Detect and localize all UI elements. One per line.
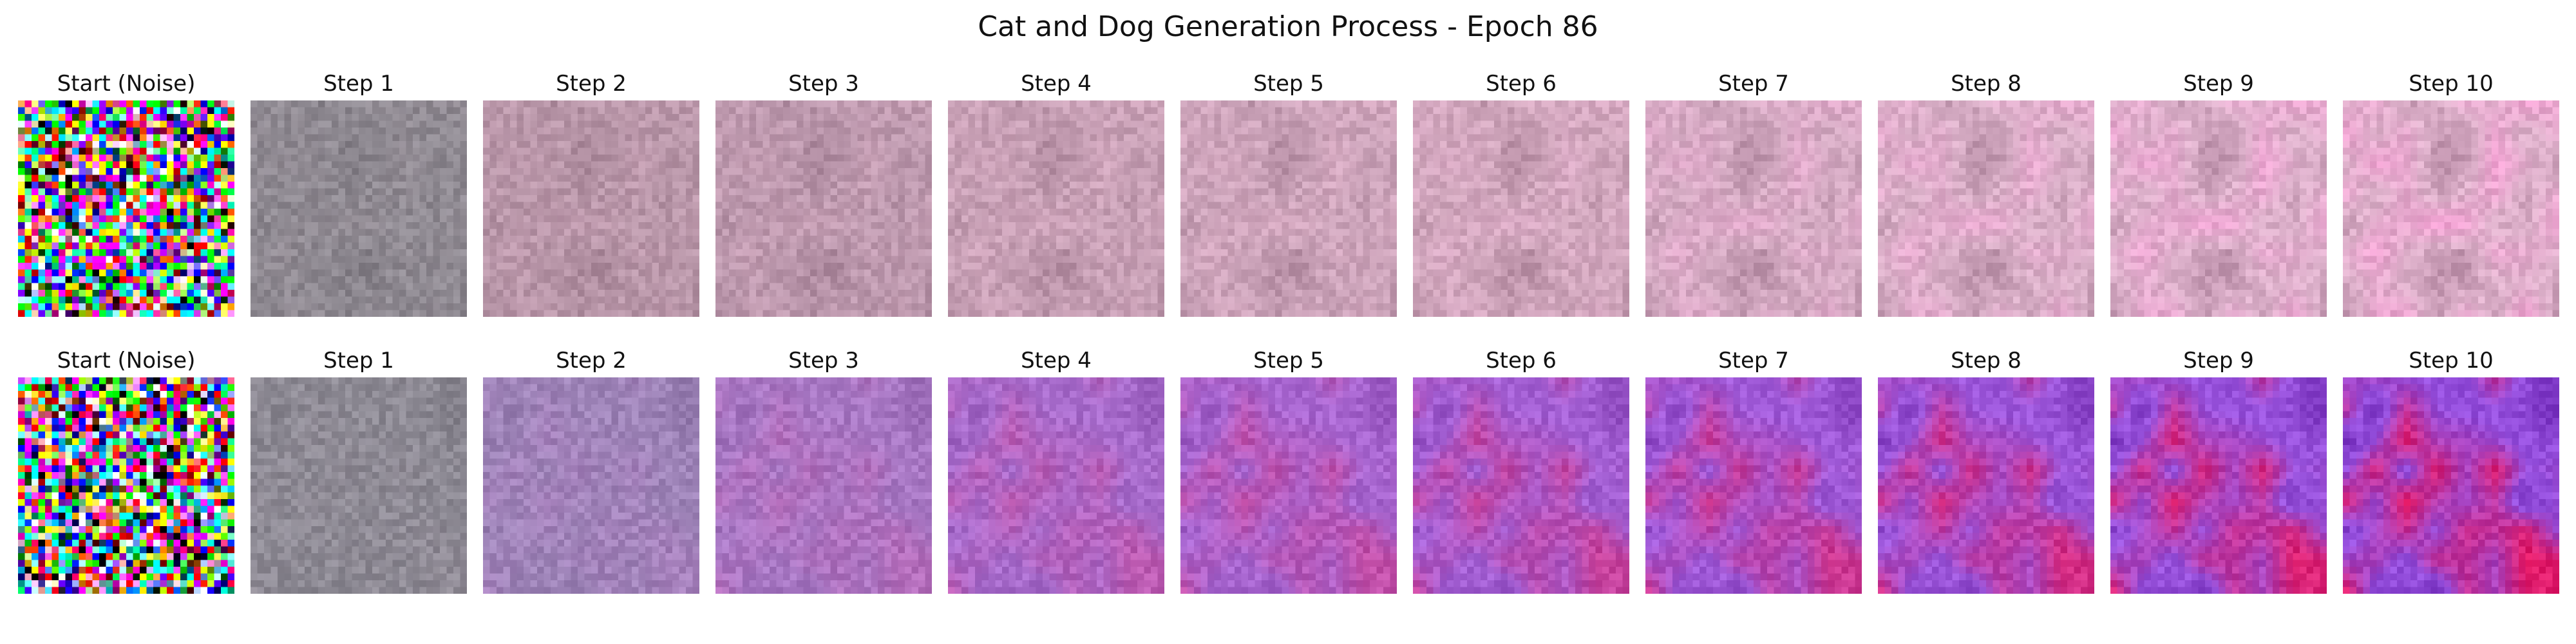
panel-title: Step 1 (323, 71, 394, 97)
panel-title: Step 8 (1951, 71, 2022, 97)
panel-step-4: Step 4 (948, 341, 1164, 618)
generated-image (1180, 377, 1397, 594)
panel-title: Step 2 (556, 71, 627, 97)
panel-step-8: Step 8 (1878, 64, 2094, 341)
panel-start-noise: Start (Noise) (18, 341, 234, 618)
panel-step-6: Step 6 (1413, 341, 1629, 618)
generated-image (2343, 377, 2559, 594)
panel-title: Step 9 (2183, 348, 2254, 374)
generated-image (483, 377, 699, 594)
generation-row-2: Start (Noise) Step 1 Step 2 Step 3 Step … (0, 341, 2576, 618)
generated-image (948, 377, 1164, 594)
generated-image (715, 377, 932, 594)
panel-step-2: Step 2 (483, 64, 699, 341)
panel-start-noise: Start (Noise) (18, 64, 234, 341)
panel-title: Step 10 (2409, 71, 2494, 97)
panel-title: Step 4 (1021, 71, 1092, 97)
panel-step-5: Step 5 (1180, 64, 1397, 341)
panel-step-7: Step 7 (1645, 64, 1862, 341)
panel-step-8: Step 8 (1878, 341, 2094, 618)
panel-title: Step 2 (556, 348, 627, 374)
panel-step-1: Step 1 (251, 64, 467, 341)
panel-title: Step 8 (1951, 348, 2022, 374)
panel-title: Step 5 (1253, 71, 1324, 97)
panel-title: Step 6 (1486, 348, 1557, 374)
panel-title: Step 5 (1253, 348, 1324, 374)
panel-title: Step 7 (1718, 71, 1789, 97)
generated-image (1180, 100, 1397, 317)
generated-image (1878, 100, 2094, 317)
generated-image (1645, 377, 1862, 594)
panel-step-9: Step 9 (2110, 341, 2327, 618)
noise-image (18, 377, 234, 594)
panel-step-1: Step 1 (251, 341, 467, 618)
panel-title: Step 6 (1486, 71, 1557, 97)
panel-step-6: Step 6 (1413, 64, 1629, 341)
panel-step-5: Step 5 (1180, 341, 1397, 618)
panel-title: Step 1 (323, 348, 394, 374)
generated-image (251, 377, 467, 594)
panel-step-3: Step 3 (715, 341, 932, 618)
panel-title: Step 7 (1718, 348, 1789, 374)
panel-title: Step 3 (788, 71, 859, 97)
figure-title: Cat and Dog Generation Process - Epoch 8… (978, 10, 1598, 43)
panel-title: Step 9 (2183, 71, 2254, 97)
generated-image (2110, 100, 2327, 317)
generated-image (1878, 377, 2094, 594)
panel-step-10: Step 10 (2343, 64, 2559, 341)
generated-image (483, 100, 699, 317)
panel-step-2: Step 2 (483, 341, 699, 618)
generated-image (2343, 100, 2559, 317)
panel-step-9: Step 9 (2110, 64, 2327, 341)
panel-title: Start (Noise) (57, 71, 196, 97)
generated-image (1645, 100, 1862, 317)
panel-title: Step 10 (2409, 348, 2494, 374)
panel-step-10: Step 10 (2343, 341, 2559, 618)
noise-image (18, 100, 234, 317)
panel-step-7: Step 7 (1645, 341, 1862, 618)
panel-title: Step 3 (788, 348, 859, 374)
panel-title: Start (Noise) (57, 348, 196, 374)
generated-image (1413, 377, 1629, 594)
generated-image (2110, 377, 2327, 594)
panel-step-3: Step 3 (715, 64, 932, 341)
generated-image (251, 100, 467, 317)
panel-title: Step 4 (1021, 348, 1092, 374)
generated-image (1413, 100, 1629, 317)
generated-image (715, 100, 932, 317)
generation-row-1: Start (Noise) Step 1 Step 2 Step 3 Step … (0, 64, 2576, 341)
generated-image (948, 100, 1164, 317)
panel-step-4: Step 4 (948, 64, 1164, 341)
